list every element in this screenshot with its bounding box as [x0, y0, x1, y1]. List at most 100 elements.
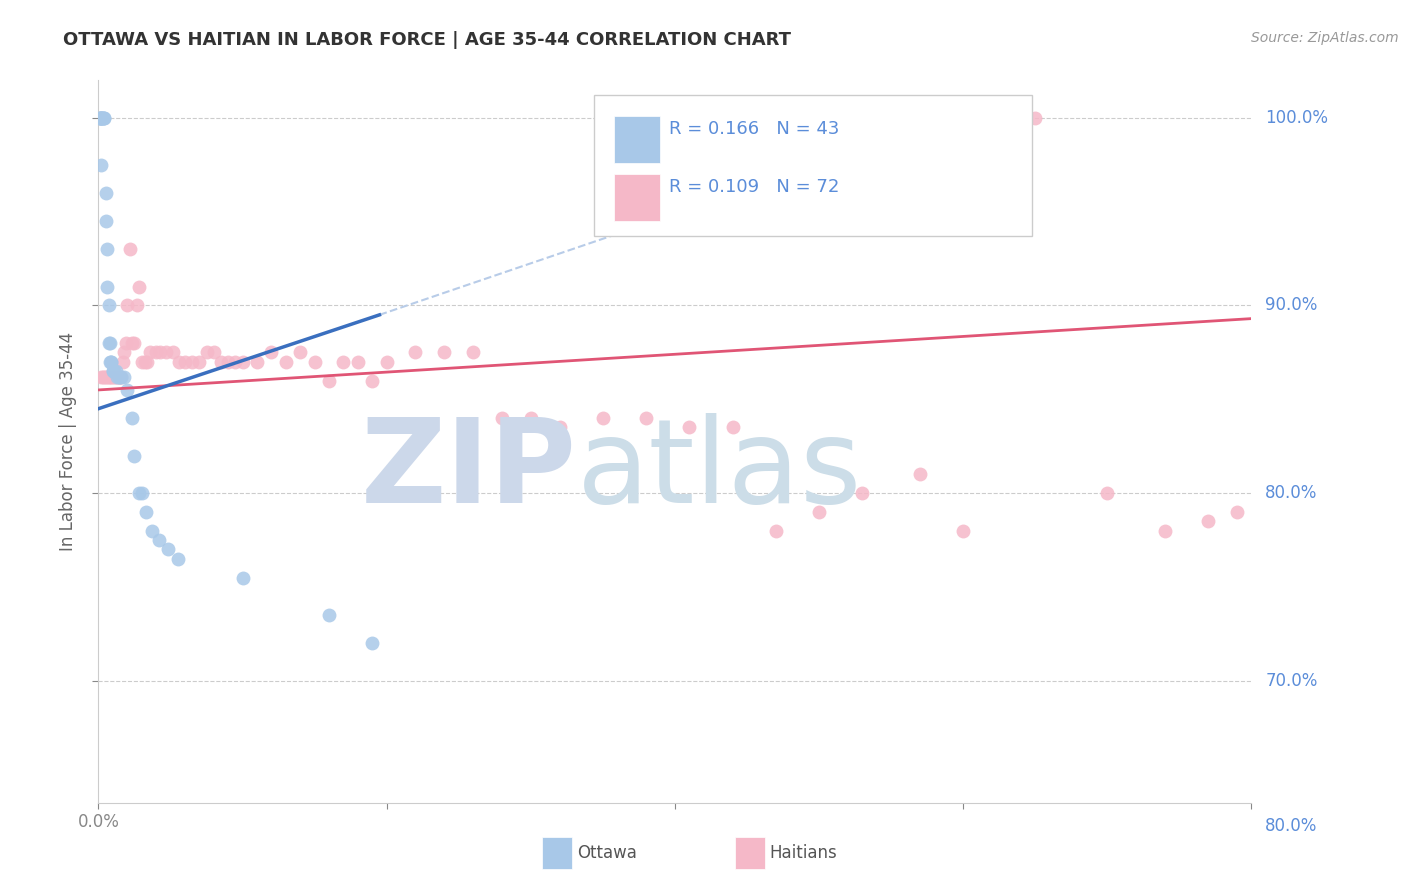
Point — [131, 355, 153, 369]
Point — [110, 369, 132, 384]
Point — [636, 411, 658, 425]
Point — [104, 369, 127, 384]
Point — [128, 486, 150, 500]
Point — [121, 411, 143, 425]
Point — [110, 369, 132, 384]
Point — [90, 158, 112, 172]
Point — [100, 355, 122, 369]
Point — [101, 369, 124, 384]
Point — [134, 355, 156, 369]
Point — [90, 111, 112, 125]
Point — [491, 411, 513, 425]
Point — [104, 364, 127, 378]
Point — [101, 364, 124, 378]
Point — [1154, 524, 1177, 538]
Point — [93, 369, 115, 384]
Point — [162, 345, 184, 359]
Point — [202, 345, 225, 359]
Text: Source: ZipAtlas.com: Source: ZipAtlas.com — [1251, 31, 1399, 45]
Point — [128, 279, 150, 293]
Point — [105, 369, 128, 384]
Point — [96, 279, 118, 293]
Point — [851, 486, 873, 500]
Point — [361, 374, 384, 388]
Text: 80.0%: 80.0% — [1265, 816, 1317, 835]
Point — [195, 345, 218, 359]
Point — [117, 298, 139, 312]
Text: Ottawa: Ottawa — [576, 845, 637, 863]
Point — [131, 486, 153, 500]
Point — [107, 369, 129, 384]
Point — [139, 345, 162, 359]
Point — [112, 345, 135, 359]
Point — [96, 369, 118, 384]
Text: R = 0.109   N = 72: R = 0.109 N = 72 — [669, 178, 839, 196]
Point — [94, 214, 117, 228]
Point — [1097, 486, 1119, 500]
Point — [120, 242, 142, 256]
Text: atlas: atlas — [576, 413, 862, 528]
Point — [97, 369, 120, 384]
Point — [96, 242, 118, 256]
Point — [188, 355, 211, 369]
Point — [121, 336, 143, 351]
Point — [107, 369, 129, 384]
Point — [100, 355, 122, 369]
Point — [93, 111, 115, 125]
Point — [433, 345, 456, 359]
Point — [217, 355, 239, 369]
Point — [94, 369, 117, 384]
Point — [98, 336, 121, 351]
Point — [952, 524, 974, 538]
FancyBboxPatch shape — [735, 837, 765, 869]
Point — [231, 355, 254, 369]
Point — [290, 345, 312, 359]
Point — [375, 355, 398, 369]
Point — [908, 467, 931, 482]
Point — [156, 542, 179, 557]
Point — [97, 336, 120, 351]
Point — [1197, 514, 1219, 528]
Point — [111, 355, 134, 369]
Point — [114, 336, 136, 351]
Point — [246, 355, 269, 369]
Point — [112, 369, 135, 384]
Point — [98, 355, 121, 369]
Point — [1226, 505, 1249, 519]
Point — [461, 345, 484, 359]
Y-axis label: In Labor Force | Age 35-44: In Labor Force | Age 35-44 — [59, 332, 77, 551]
Point — [181, 355, 204, 369]
Point — [721, 420, 744, 434]
Point — [90, 111, 112, 125]
Text: Haitians: Haitians — [769, 845, 837, 863]
Point — [108, 369, 131, 384]
Point — [145, 345, 167, 359]
Point — [90, 369, 112, 384]
Point — [224, 355, 246, 369]
Point — [97, 298, 120, 312]
Point — [135, 505, 157, 519]
FancyBboxPatch shape — [543, 837, 572, 869]
Point — [808, 505, 831, 519]
Point — [136, 355, 159, 369]
Point — [765, 524, 787, 538]
Text: 80.0%: 80.0% — [1265, 484, 1317, 502]
Point — [117, 383, 139, 397]
Point — [91, 111, 114, 125]
Point — [274, 355, 297, 369]
Point — [89, 111, 111, 125]
Point — [155, 345, 177, 359]
FancyBboxPatch shape — [614, 174, 659, 221]
Point — [91, 111, 114, 125]
Point — [103, 369, 125, 384]
Point — [520, 411, 543, 425]
Point — [103, 364, 125, 378]
Point — [318, 374, 340, 388]
Text: R = 0.166   N = 43: R = 0.166 N = 43 — [669, 120, 839, 138]
Text: 90.0%: 90.0% — [1265, 296, 1317, 315]
Point — [89, 111, 111, 125]
Point — [592, 411, 614, 425]
Point — [318, 608, 340, 623]
Point — [166, 551, 188, 566]
Point — [231, 571, 254, 585]
